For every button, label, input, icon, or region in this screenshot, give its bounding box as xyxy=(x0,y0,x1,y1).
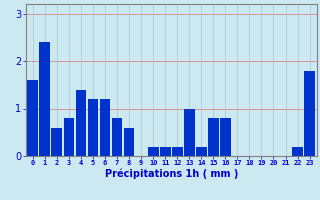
X-axis label: Précipitations 1h ( mm ): Précipitations 1h ( mm ) xyxy=(105,169,238,179)
Bar xyxy=(76,90,86,156)
Bar xyxy=(63,118,74,156)
Bar xyxy=(220,118,231,156)
Bar xyxy=(172,146,183,156)
Bar xyxy=(184,108,195,156)
Bar xyxy=(88,99,99,156)
Bar xyxy=(100,99,110,156)
Bar xyxy=(160,146,171,156)
Bar xyxy=(112,118,123,156)
Bar xyxy=(28,80,38,156)
Bar xyxy=(39,42,50,156)
Bar xyxy=(208,118,219,156)
Bar xyxy=(124,128,134,156)
Bar xyxy=(292,146,303,156)
Bar xyxy=(52,128,62,156)
Bar xyxy=(196,146,207,156)
Bar xyxy=(304,71,315,156)
Bar xyxy=(148,146,159,156)
